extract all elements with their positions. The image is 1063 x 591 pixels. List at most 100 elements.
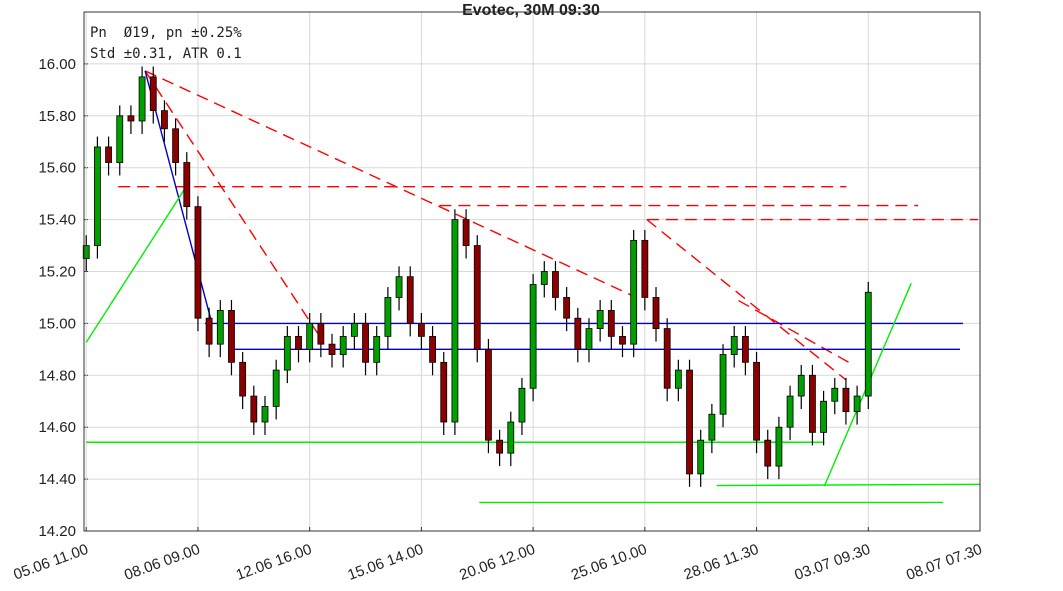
candle-body bbox=[540, 271, 548, 285]
candle-body bbox=[272, 369, 280, 407]
candle-body bbox=[663, 328, 671, 389]
trendline bbox=[716, 483, 981, 487]
candle-body bbox=[641, 239, 649, 298]
candle-body bbox=[552, 271, 559, 298]
candle-body bbox=[283, 335, 291, 371]
candle-body bbox=[574, 317, 582, 350]
candle-body bbox=[719, 354, 727, 415]
candle-body bbox=[529, 284, 537, 389]
candle-body bbox=[105, 146, 112, 163]
candle-body bbox=[261, 406, 269, 423]
y-tick-label: 14.20 bbox=[38, 523, 76, 540]
candle-body bbox=[339, 335, 347, 355]
candle-body bbox=[786, 395, 794, 428]
candle-body bbox=[697, 439, 705, 475]
candle-body bbox=[295, 335, 302, 350]
candle-body bbox=[116, 115, 124, 163]
trendline bbox=[144, 70, 319, 334]
candle-body bbox=[708, 413, 716, 441]
candle-body bbox=[686, 369, 693, 475]
x-tick-label: 20.06 12.00 bbox=[457, 541, 537, 584]
candle-body bbox=[216, 310, 224, 345]
y-tick-label: 15.20 bbox=[38, 264, 76, 281]
candle-body bbox=[630, 239, 638, 345]
candle-body bbox=[250, 395, 258, 423]
candle-body bbox=[228, 310, 235, 363]
x-tick-label: 05.06 11.00 bbox=[11, 541, 90, 584]
trendline bbox=[85, 180, 191, 343]
candle-body bbox=[373, 335, 381, 363]
plot-frame bbox=[83, 11, 981, 532]
candle-body bbox=[362, 322, 369, 363]
x-tick-label: 03.07 09.30 bbox=[792, 541, 872, 584]
trendline bbox=[144, 70, 633, 297]
candle-body bbox=[138, 76, 146, 122]
candle-body bbox=[395, 276, 403, 298]
candle-body bbox=[473, 245, 481, 350]
candle-body bbox=[317, 322, 325, 345]
candle-body bbox=[350, 322, 358, 337]
candle-body bbox=[563, 297, 571, 319]
candle-body bbox=[619, 335, 626, 345]
y-tick-label: 14.60 bbox=[38, 419, 76, 436]
y-tick-label: 15.80 bbox=[38, 108, 76, 125]
candle-body bbox=[753, 361, 760, 441]
candle-body bbox=[127, 115, 135, 122]
candle-body bbox=[596, 310, 604, 329]
candle-body bbox=[384, 297, 392, 337]
candle-body bbox=[496, 439, 504, 454]
candle-body bbox=[451, 219, 459, 423]
y-tick-label: 16.00 bbox=[38, 56, 76, 73]
y-tick-label: 14.40 bbox=[38, 471, 76, 488]
x-tick-label: 25.06 10.00 bbox=[569, 541, 649, 584]
candle-body bbox=[809, 374, 816, 433]
candle-body bbox=[864, 291, 872, 397]
candle-body bbox=[797, 374, 805, 397]
candle-body bbox=[161, 110, 168, 130]
candle-body bbox=[831, 387, 839, 402]
candle-body bbox=[507, 421, 515, 454]
x-tick-label: 28.06 11.30 bbox=[682, 541, 761, 584]
x-tick-label: 08.06 09.00 bbox=[122, 541, 202, 584]
candle-body bbox=[730, 335, 738, 355]
candle-body bbox=[82, 245, 90, 259]
y-tick-label: 15.00 bbox=[38, 315, 76, 332]
y-tick-label: 15.60 bbox=[38, 160, 76, 177]
candle-body bbox=[328, 343, 336, 355]
candle-body bbox=[406, 276, 414, 324]
y-tick-label: 14.80 bbox=[38, 367, 76, 384]
candle-body bbox=[239, 361, 247, 397]
candle-body bbox=[183, 162, 191, 208]
candle-body bbox=[518, 387, 526, 423]
candle-body bbox=[194, 206, 202, 319]
candle-body bbox=[440, 361, 448, 423]
candle-body bbox=[485, 348, 492, 441]
chart-title: Evotec, 30M 09:30 bbox=[462, 2, 600, 19]
candle-body bbox=[853, 395, 861, 413]
annotation: Std ±0.31, ATR 0.1 bbox=[90, 46, 242, 62]
x-tick-label: 15.06 14.00 bbox=[345, 541, 425, 584]
x-tick-label: 12.06 16.00 bbox=[234, 541, 314, 584]
candle-body bbox=[607, 310, 615, 337]
candle-body bbox=[764, 439, 772, 467]
trendline bbox=[646, 219, 847, 381]
annotation: Pn Ø19, pn ±0.25% bbox=[90, 25, 242, 41]
candle-body bbox=[429, 335, 436, 363]
y-tick-label: 15.40 bbox=[38, 212, 76, 229]
candle-body bbox=[417, 322, 425, 337]
candle-body bbox=[205, 317, 213, 345]
trendline bbox=[738, 299, 855, 367]
candle-body bbox=[842, 387, 850, 413]
candle-body bbox=[149, 76, 157, 112]
candle-body bbox=[741, 335, 749, 363]
candle-body bbox=[674, 369, 682, 389]
candle-body bbox=[462, 219, 470, 246]
x-tick-label: 08.07 07.30 bbox=[904, 541, 984, 584]
candle-body bbox=[775, 426, 783, 467]
candle-body bbox=[306, 322, 314, 350]
candle-body bbox=[94, 146, 101, 246]
candle-body bbox=[820, 400, 827, 433]
candle-body bbox=[652, 297, 660, 329]
candle-body bbox=[172, 128, 180, 163]
